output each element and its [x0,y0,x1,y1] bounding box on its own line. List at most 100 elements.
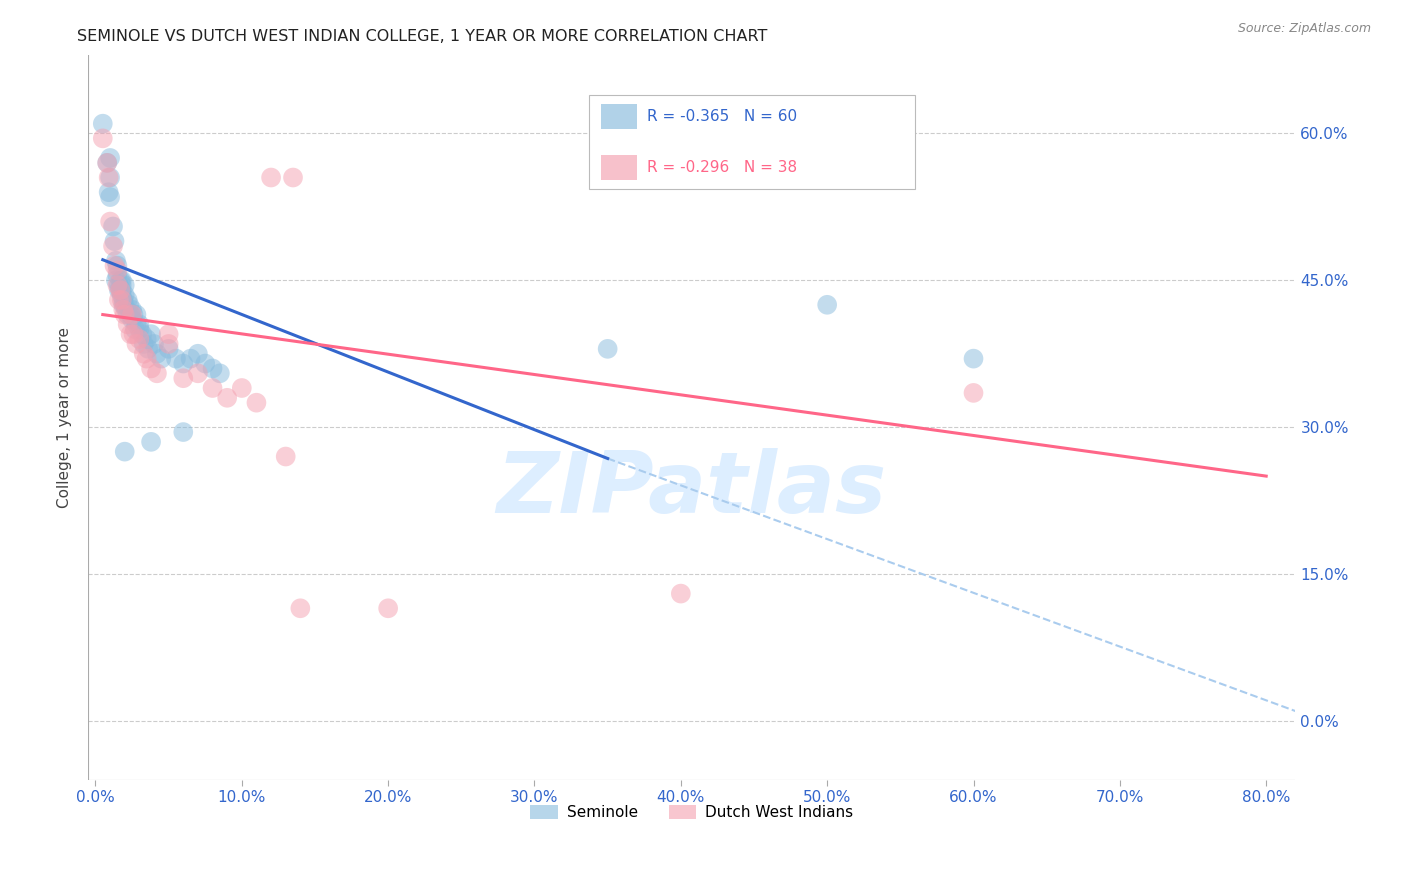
Point [132,337,155,351]
Point [117,318,139,332]
Point [187,347,209,361]
Point [139,361,162,376]
Point [124,322,146,336]
Point [114,288,136,302]
Point [260,170,283,185]
Text: ZIPatlas: ZIPatlas [496,449,887,532]
Point [135,351,157,366]
Point [194,357,217,371]
Point [290,601,312,615]
Point [157,337,180,351]
Point [596,342,619,356]
Legend: Seminole, Dutch West Indians: Seminole, Dutch West Indians [524,798,859,826]
Point [274,450,297,464]
Point [107,268,129,283]
Point [146,367,169,381]
Point [103,234,125,248]
Point [114,444,136,458]
Point [187,367,209,381]
Point [108,283,131,297]
Point [231,381,253,395]
Point [112,293,135,307]
Point [128,332,150,346]
Bar [602,103,637,129]
Point [172,357,194,371]
Point [97,185,120,199]
Point [281,170,304,185]
Point [104,273,127,287]
Point [120,327,142,342]
Text: SEMINOLE VS DUTCH WEST INDIAN COLLEGE, 1 YEAR OR MORE CORRELATION CHART: SEMINOLE VS DUTCH WEST INDIAN COLLEGE, 1… [77,29,768,44]
Point [157,327,180,342]
Point [107,259,129,273]
Point [128,322,150,336]
Point [91,131,114,145]
Point [110,273,132,287]
Point [111,283,134,297]
Text: R = -0.296   N = 38: R = -0.296 N = 38 [647,161,797,176]
Point [146,347,169,361]
Point [111,278,134,293]
Point [172,425,194,439]
Point [377,601,399,615]
Point [114,298,136,312]
Point [120,308,142,322]
Point [815,298,838,312]
Point [121,308,143,322]
Point [122,308,145,322]
Point [111,273,134,287]
Point [139,327,162,342]
Point [132,347,155,361]
Point [91,117,114,131]
Point [118,298,141,312]
Point [117,308,139,322]
Point [110,283,132,297]
Point [962,351,984,366]
Point [245,395,267,409]
Point [121,312,143,326]
Point [150,351,173,366]
Point [208,367,231,381]
Point [172,371,194,385]
Point [115,302,138,317]
Point [108,278,131,293]
Point [96,156,118,170]
Point [157,342,180,356]
Point [108,293,131,307]
Point [217,391,239,405]
Point [107,278,129,293]
Point [114,308,136,322]
Point [112,298,135,312]
Point [136,342,159,356]
Point [112,302,135,317]
Text: Source: ZipAtlas.com: Source: ZipAtlas.com [1237,22,1371,36]
Y-axis label: College, 1 year or more: College, 1 year or more [58,326,72,508]
Point [135,332,157,346]
Point [125,337,148,351]
Point [121,302,143,317]
Point [962,385,984,400]
Point [98,214,121,228]
Point [165,351,187,366]
Point [101,219,124,234]
Point [139,434,162,449]
Point [128,318,150,332]
Point [103,259,125,273]
Point [111,293,134,307]
Point [98,151,121,165]
Point [201,361,224,376]
Point [125,308,148,322]
Point [107,263,129,277]
Point [104,253,127,268]
Point [96,156,118,170]
Point [98,190,121,204]
Point [101,239,124,253]
Point [117,293,139,307]
Point [669,586,692,600]
Point [114,278,136,293]
Point [125,318,148,332]
Point [131,327,153,342]
Point [98,170,121,185]
Point [111,288,134,302]
Point [97,170,120,185]
